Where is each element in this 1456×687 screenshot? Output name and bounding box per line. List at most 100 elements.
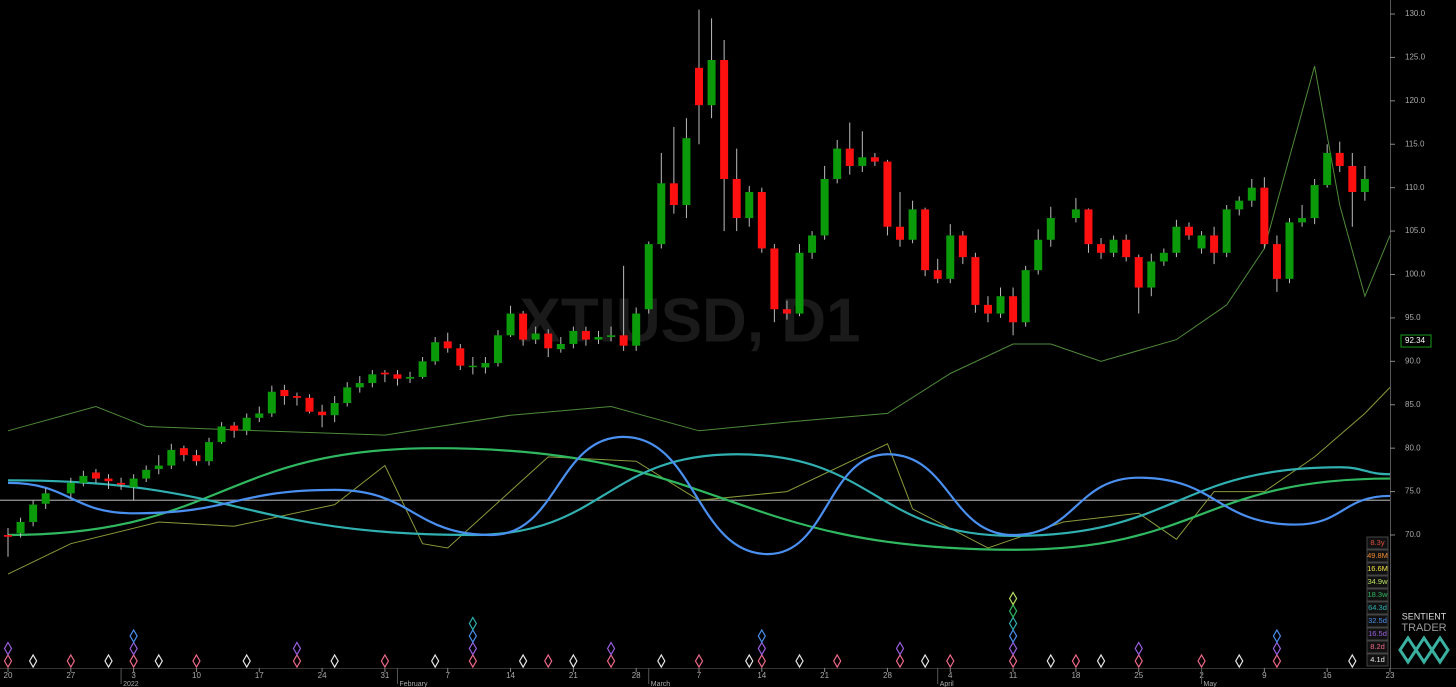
x-tick-label: 23 — [1386, 671, 1395, 680]
cycle-trough — [1348, 653, 1357, 669]
candle-body — [858, 157, 867, 166]
cycle-trough — [795, 653, 804, 669]
cycle-trough — [129, 653, 138, 669]
cycle-trough — [129, 641, 138, 656]
candle-body — [770, 248, 779, 310]
candle-body — [443, 341, 452, 349]
candle-body — [745, 192, 754, 219]
band-line — [7, 387, 1391, 575]
cycle-trough — [292, 641, 302, 656]
candle-body — [971, 257, 980, 305]
y-tick-label: 125.0 — [1405, 53, 1426, 62]
candle-body — [1235, 200, 1244, 210]
y-tick-label: 70.0 — [1405, 530, 1421, 539]
candle-body — [1172, 226, 1181, 253]
y-tick-label: 90.0 — [1405, 356, 1421, 365]
candle-body — [569, 330, 578, 344]
candle-body — [632, 313, 641, 346]
cycle-trough — [3, 641, 13, 656]
x-tick-label: 20 — [4, 671, 13, 680]
cycle-trough — [657, 653, 666, 669]
candle-body — [870, 157, 879, 162]
candle-body — [1348, 165, 1357, 193]
last-price-label: 92.34 — [1405, 336, 1426, 345]
cycle-trough — [129, 628, 138, 644]
candle-body — [1021, 270, 1030, 323]
candle-body — [1084, 209, 1093, 245]
cycle-trough — [242, 653, 251, 669]
y-tick-label: 95.0 — [1405, 313, 1421, 322]
y-tick-label: 130.0 — [1405, 9, 1426, 18]
candle-body — [820, 178, 829, 236]
candle-body — [104, 478, 113, 482]
cycle-legend-box — [1366, 601, 1389, 615]
candle-body — [1159, 252, 1168, 262]
candle-body — [79, 475, 88, 483]
cycle-trough — [330, 653, 339, 669]
cycle-trough — [946, 653, 955, 669]
candle-body — [406, 376, 415, 379]
cycle-trough — [1071, 653, 1081, 669]
candle-body — [921, 209, 930, 271]
candle-body — [1071, 209, 1080, 219]
cycle-trough — [66, 653, 76, 669]
candle-body — [91, 472, 100, 479]
cycle-trough — [1134, 641, 1143, 656]
candle-body — [808, 235, 817, 253]
cycle-trough — [745, 653, 754, 669]
cycle-trough — [757, 641, 767, 656]
y-tick-label: 115.0 — [1405, 139, 1425, 148]
candle-body — [1034, 239, 1043, 271]
candle-body — [946, 235, 955, 279]
x-tick-label: 21 — [569, 671, 578, 680]
candle-body — [468, 365, 477, 368]
candle-body — [117, 482, 126, 485]
cycle-trough — [468, 616, 478, 631]
cycle-trough — [1197, 653, 1206, 669]
candle-body — [267, 391, 276, 414]
logo-text: TRADER — [1401, 622, 1446, 634]
cycle-trough — [468, 628, 478, 644]
candle-body — [280, 389, 289, 397]
cycle-wave — [7, 447, 1391, 551]
cycle-legend-label: 34.9w — [1367, 577, 1388, 586]
candle-body — [16, 521, 25, 534]
cycle-legend-label: 64.3d — [1368, 603, 1387, 612]
cycle-legend-box — [1366, 653, 1389, 667]
x-tick-label: 11 — [1009, 671, 1018, 680]
cycle-legend-box — [1366, 575, 1389, 589]
candle-body — [996, 296, 1005, 314]
cycle-trough — [757, 628, 767, 644]
cycle-trough — [1235, 653, 1244, 669]
cycle-trough — [1008, 616, 1018, 631]
candle-body — [556, 343, 565, 350]
candle-body — [695, 67, 703, 106]
cycle-trough — [1096, 653, 1106, 669]
x-tick-label: 4 — [948, 671, 953, 680]
cycle-trough — [1134, 653, 1143, 669]
candle-body — [1109, 239, 1118, 253]
cycle-trough — [1272, 641, 1282, 656]
cycle-legend-label: 32.5d — [1368, 616, 1387, 625]
candle-body — [1009, 296, 1018, 323]
x-tick-label: 24 — [318, 671, 327, 680]
candle-body — [1134, 257, 1143, 288]
candle-body — [594, 337, 603, 340]
candle-body — [66, 482, 75, 494]
cycle-trough — [292, 653, 302, 669]
cycle-trough — [1272, 653, 1282, 669]
candle-body — [619, 335, 628, 346]
cycle-trough — [544, 653, 553, 669]
cycle-trough — [518, 653, 528, 669]
cycle-trough — [1008, 591, 1018, 606]
logo: SENTIENT TRADER — [1398, 611, 1450, 665]
candle-body — [1147, 261, 1156, 288]
candle-body — [506, 313, 515, 336]
candle-body — [305, 397, 314, 412]
candle-body — [393, 374, 402, 379]
y-tick-label: 85.0 — [1405, 400, 1421, 409]
cycle-trough — [757, 653, 767, 669]
cycle-trough — [920, 653, 930, 669]
month-label: May — [1204, 681, 1218, 687]
